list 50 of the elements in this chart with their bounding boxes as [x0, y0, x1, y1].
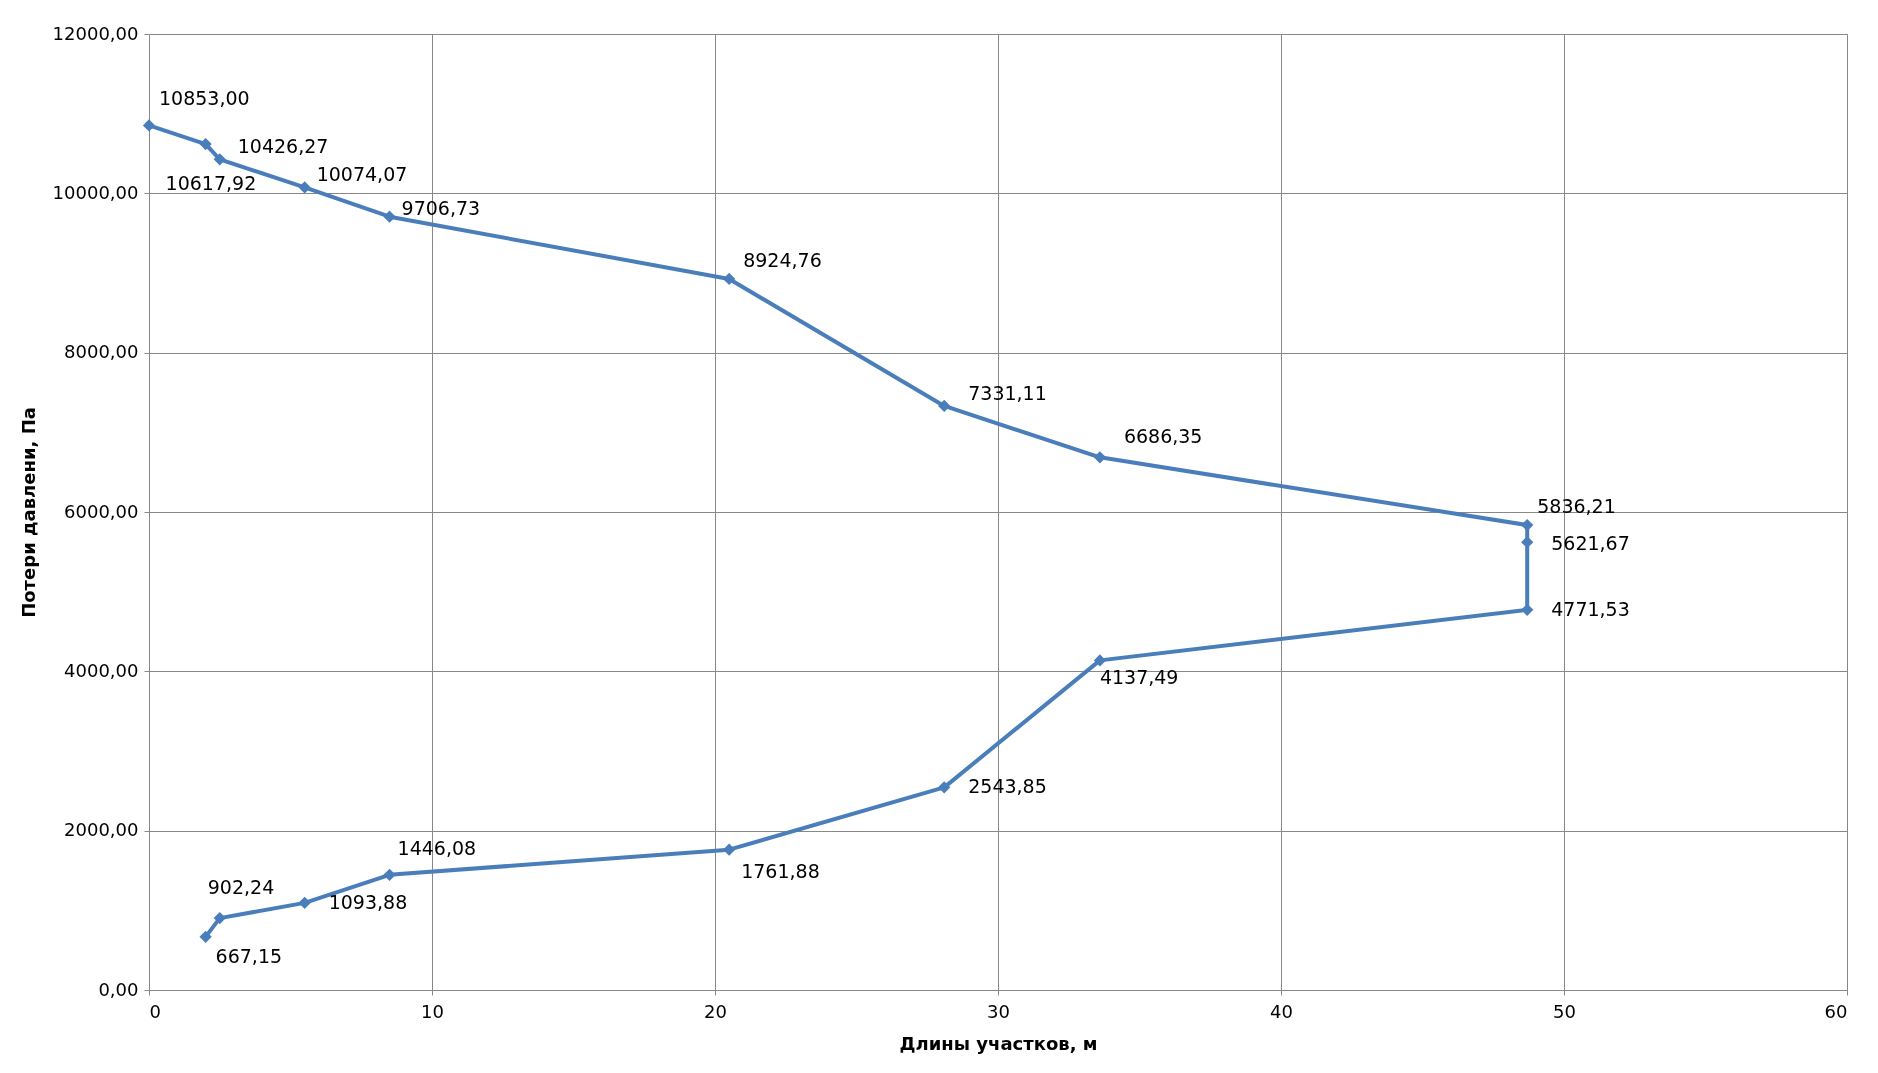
- data-label: 10426,27: [237, 135, 329, 158]
- x-tick-label: 40: [1270, 1000, 1293, 1022]
- y-tick-label: 12000,00: [52, 22, 139, 44]
- y-tick-label: 10000,00: [52, 181, 139, 203]
- data-label: 10853,00: [159, 87, 250, 110]
- data-label: 1761,88: [741, 859, 820, 882]
- y-tick-label: 2000,00: [64, 819, 139, 841]
- point: [383, 868, 396, 881]
- point: [213, 153, 226, 166]
- point: [199, 137, 212, 151]
- x-tick-label: 60: [1824, 1000, 1848, 1022]
- data-label: 10617,92: [165, 172, 257, 195]
- point: [723, 843, 736, 856]
- point: [298, 896, 311, 909]
- point: [1093, 451, 1106, 464]
- x-axis-title: Длины участков, м: [899, 1032, 1098, 1054]
- data-label: 902,24: [207, 876, 275, 899]
- data-label: 10074,07: [316, 163, 408, 186]
- data-label: 7331,11: [968, 381, 1047, 404]
- data-label: 5836,21: [1537, 495, 1616, 518]
- point: [142, 119, 156, 132]
- y-axis-title: Потери давлени, Па: [17, 407, 39, 618]
- data-label: 5621,67: [1551, 532, 1630, 555]
- x-tick-label: 50: [1553, 1000, 1576, 1022]
- data-label: 6686,35: [1123, 425, 1203, 448]
- data-label: 1093,88: [328, 890, 408, 913]
- y-tick-label: 0,00: [98, 978, 139, 1000]
- point: [938, 399, 951, 413]
- data-label: 4771,53: [1551, 597, 1630, 620]
- point: [383, 210, 396, 223]
- point: [298, 181, 311, 194]
- y-tick-label: 8000,00: [64, 341, 139, 363]
- point: [723, 272, 736, 286]
- data-label: 2543,85: [968, 775, 1047, 798]
- point: [199, 930, 212, 943]
- point: [1521, 518, 1534, 532]
- point: [213, 912, 226, 925]
- data-label: 9706,73: [401, 196, 481, 219]
- x-tick-label: 30: [987, 1000, 1010, 1022]
- data-label: 1446,08: [397, 836, 477, 859]
- point: [938, 781, 951, 794]
- data-label: 667,15: [215, 944, 283, 967]
- point: [1093, 654, 1106, 667]
- data-label: 8924,76: [743, 248, 822, 271]
- x-tick-label: 0: [149, 1000, 161, 1022]
- data-label: 4137,49: [1099, 666, 1179, 689]
- y-tick-label: 4000,00: [64, 659, 139, 681]
- x-tick-label: 20: [704, 1000, 727, 1022]
- y-tick-label: 6000,00: [64, 500, 139, 522]
- x-tick-label: 10: [421, 1000, 444, 1022]
